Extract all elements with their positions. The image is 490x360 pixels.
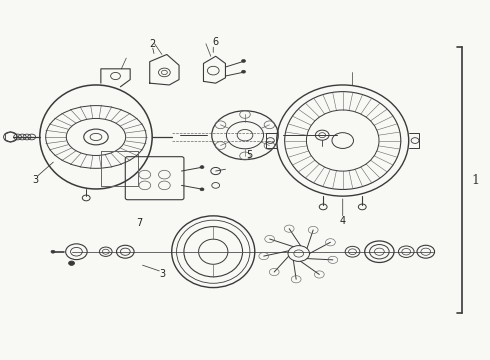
Circle shape (242, 59, 245, 62)
Circle shape (242, 70, 245, 73)
Text: 1: 1 (471, 174, 479, 186)
Text: 2: 2 (149, 39, 155, 49)
Text: 5: 5 (246, 150, 252, 160)
Text: 7: 7 (136, 218, 143, 228)
Text: 3: 3 (33, 175, 39, 185)
Circle shape (69, 261, 74, 265)
Text: 6: 6 (213, 37, 219, 47)
Text: 4: 4 (340, 216, 346, 226)
Circle shape (200, 188, 204, 191)
Text: 3: 3 (159, 269, 165, 279)
Circle shape (200, 166, 204, 168)
Circle shape (51, 250, 55, 253)
